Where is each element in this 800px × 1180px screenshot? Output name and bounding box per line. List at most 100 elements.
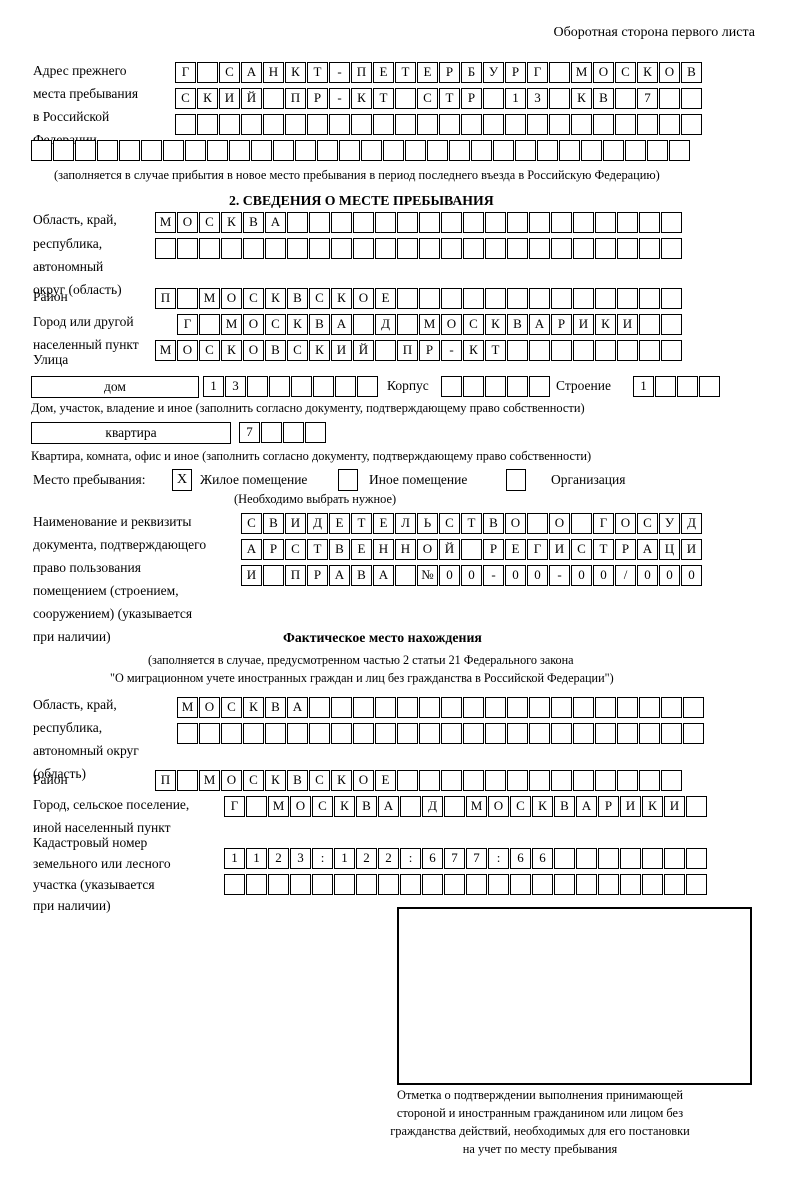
district-cell-6[interactable]: К — [265, 288, 286, 309]
region-row-2[interactable] — [155, 238, 682, 259]
region-r2-cell-15[interactable] — [463, 238, 484, 259]
cadastral-r1-cell-18[interactable] — [598, 848, 619, 869]
city-cell-21[interactable]: И — [617, 314, 638, 335]
cadastral-row-2[interactable] — [224, 874, 707, 895]
city-cell-9[interactable] — [353, 314, 374, 335]
document-r3-cell-5[interactable]: А — [329, 565, 350, 586]
district-cell-1[interactable]: П — [155, 288, 176, 309]
actual-region-r1-cell-11[interactable] — [397, 697, 418, 718]
cadastral-r2-cell-8[interactable] — [378, 874, 399, 895]
actual-district-cell-8[interactable]: С — [309, 770, 330, 791]
actual-region-r2-cell-14[interactable] — [463, 723, 484, 744]
district-cell-20[interactable] — [573, 288, 594, 309]
district-cell-15[interactable] — [463, 288, 484, 309]
prev-address-r3-cell-23[interactable] — [659, 114, 680, 135]
prev-address-r2-cell-4[interactable]: Й — [241, 88, 262, 109]
document-r3-cell-2[interactable] — [263, 565, 284, 586]
actual-district-cell-4[interactable]: О — [221, 770, 242, 791]
house-cell-8[interactable] — [357, 376, 378, 397]
prev-address-r3-cell-22[interactable] — [637, 114, 658, 135]
document-r2-cell-16[interactable]: С — [571, 539, 592, 560]
korpus-cell-5[interactable] — [529, 376, 550, 397]
prev-address-r1-cell-18[interactable] — [549, 62, 570, 83]
actual-district-cell-22[interactable] — [617, 770, 638, 791]
document-r3-cell-10[interactable]: 0 — [439, 565, 460, 586]
region-r1-cell-17[interactable] — [507, 212, 528, 233]
cadastral-r2-cell-4[interactable] — [290, 874, 311, 895]
prev-address-r3-cell-1[interactable] — [175, 114, 196, 135]
region-r1-cell-9[interactable] — [331, 212, 352, 233]
prev-address-r3-cell-18[interactable] — [549, 114, 570, 135]
actual-district-cell-19[interactable] — [551, 770, 572, 791]
actual-region-r2-cell-24[interactable] — [683, 723, 704, 744]
actual-region-r1-cell-15[interactable] — [485, 697, 506, 718]
district-cell-13[interactable] — [419, 288, 440, 309]
stay-type-organization-checkbox[interactable] — [506, 469, 526, 491]
prev-address-r4-cell-16[interactable] — [361, 140, 382, 161]
cadastral-r2-cell-7[interactable] — [356, 874, 377, 895]
prev-address-r2-cell-1[interactable]: С — [175, 88, 196, 109]
document-r1-cell-10[interactable]: С — [439, 513, 460, 534]
district-cell-11[interactable]: Е — [375, 288, 396, 309]
actual-region-r2-cell-6[interactable] — [287, 723, 308, 744]
document-r1-cell-9[interactable]: Ь — [417, 513, 438, 534]
street-cell-20[interactable] — [573, 340, 594, 361]
region-r1-cell-21[interactable] — [595, 212, 616, 233]
cadastral-r2-cell-3[interactable] — [268, 874, 289, 895]
actual-district-cell-7[interactable]: В — [287, 770, 308, 791]
street-cell-7[interactable]: С — [287, 340, 308, 361]
street-cell-3[interactable]: С — [199, 340, 220, 361]
actual-region-r2-cell-21[interactable] — [617, 723, 638, 744]
prev-address-r1-cell-14[interactable]: Б — [461, 62, 482, 83]
prev-address-r4-cell-1[interactable] — [31, 140, 52, 161]
cadastral-r2-cell-18[interactable] — [598, 874, 619, 895]
prev-address-r3-cell-14[interactable] — [461, 114, 482, 135]
cadastral-r2-cell-1[interactable] — [224, 874, 245, 895]
prev-address-r3-cell-21[interactable] — [615, 114, 636, 135]
region-r2-cell-24[interactable] — [661, 238, 682, 259]
region-r2-cell-10[interactable] — [353, 238, 374, 259]
prev-address-r3-cell-7[interactable] — [307, 114, 328, 135]
document-r3-cell-9[interactable]: № — [417, 565, 438, 586]
document-r1-cell-4[interactable]: Д — [307, 513, 328, 534]
actual-region-r1-cell-3[interactable]: С — [221, 697, 242, 718]
cadastral-r1-cell-1[interactable]: 1 — [224, 848, 245, 869]
prev-address-r1-cell-16[interactable]: Р — [505, 62, 526, 83]
region-r2-cell-9[interactable] — [331, 238, 352, 259]
actual-city-cell-3[interactable]: М — [268, 796, 289, 817]
actual-district-cell-3[interactable]: М — [199, 770, 220, 791]
actual-district-cell-10[interactable]: О — [353, 770, 374, 791]
actual-city-cell-1[interactable]: Г — [224, 796, 245, 817]
prev-address-r4-cell-26[interactable] — [581, 140, 602, 161]
prev-address-r1-cell-1[interactable]: Г — [175, 62, 196, 83]
prev-address-r1-cell-3[interactable]: С — [219, 62, 240, 83]
actual-city-cell-20[interactable]: К — [642, 796, 663, 817]
actual-district-cell-14[interactable] — [441, 770, 462, 791]
street-cell-24[interactable] — [661, 340, 682, 361]
actual-city-cell-17[interactable]: А — [576, 796, 597, 817]
region-r2-cell-17[interactable] — [507, 238, 528, 259]
street-cell-4[interactable]: К — [221, 340, 242, 361]
prev-address-r1-cell-11[interactable]: Т — [395, 62, 416, 83]
street-cell-6[interactable]: В — [265, 340, 286, 361]
prev-address-r1-cell-22[interactable]: К — [637, 62, 658, 83]
flat-cell-4[interactable] — [305, 422, 326, 443]
document-r2-cell-15[interactable]: И — [549, 539, 570, 560]
prev-address-r1-cell-2[interactable] — [197, 62, 218, 83]
document-r1-cell-15[interactable]: О — [549, 513, 570, 534]
actual-district-cell-23[interactable] — [639, 770, 660, 791]
district-cell-17[interactable] — [507, 288, 528, 309]
street-cell-1[interactable]: М — [155, 340, 176, 361]
prev-address-r4-cell-3[interactable] — [75, 140, 96, 161]
region-r2-cell-16[interactable] — [485, 238, 506, 259]
actual-district-cell-11[interactable]: Е — [375, 770, 396, 791]
prev-address-r1-cell-20[interactable]: О — [593, 62, 614, 83]
document-row-3[interactable]: И П Р А В А № 0 0-0 0-0 0/0 0 0 — [241, 565, 702, 586]
district-cell-16[interactable] — [485, 288, 506, 309]
street-cell-14[interactable]: - — [441, 340, 462, 361]
actual-district-cell-9[interactable]: К — [331, 770, 352, 791]
